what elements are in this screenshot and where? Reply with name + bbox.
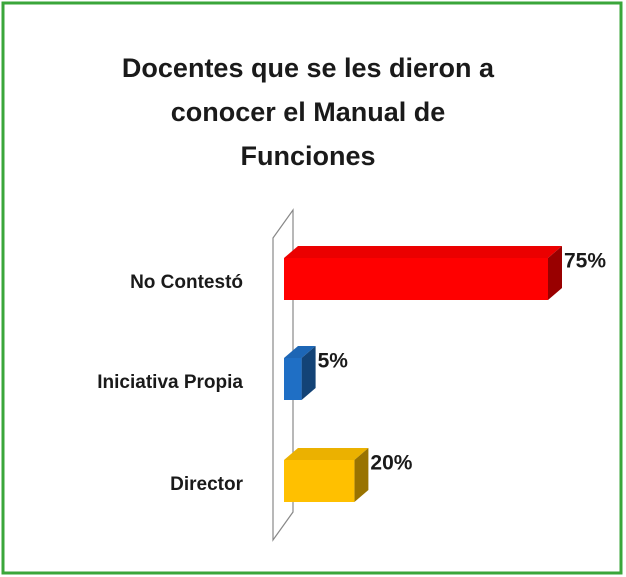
chart-title: Docentes que se les dieron a — [122, 53, 495, 83]
value-label: 5% — [318, 350, 349, 373]
bar-top — [284, 346, 316, 358]
bar-front — [284, 358, 302, 400]
bar-front — [284, 258, 548, 300]
bar-top — [284, 246, 562, 258]
axis-wall — [272, 208, 294, 542]
bar — [284, 346, 316, 400]
category-label: Iniciativa Propia — [97, 372, 243, 393]
bar-side — [548, 246, 562, 300]
bar-side — [354, 448, 369, 502]
value-label: 75% — [564, 250, 606, 273]
bar-front — [284, 460, 355, 502]
bar-top — [284, 448, 369, 460]
category-label: No Contestó — [130, 272, 243, 293]
bar-side — [301, 346, 316, 400]
category-label: Director — [170, 474, 243, 495]
bar — [284, 246, 562, 300]
value-label: 20% — [370, 452, 412, 475]
chart-title: conocer el Manual de — [171, 97, 446, 127]
bar — [284, 448, 369, 502]
chart-title: Funciones — [240, 141, 375, 171]
